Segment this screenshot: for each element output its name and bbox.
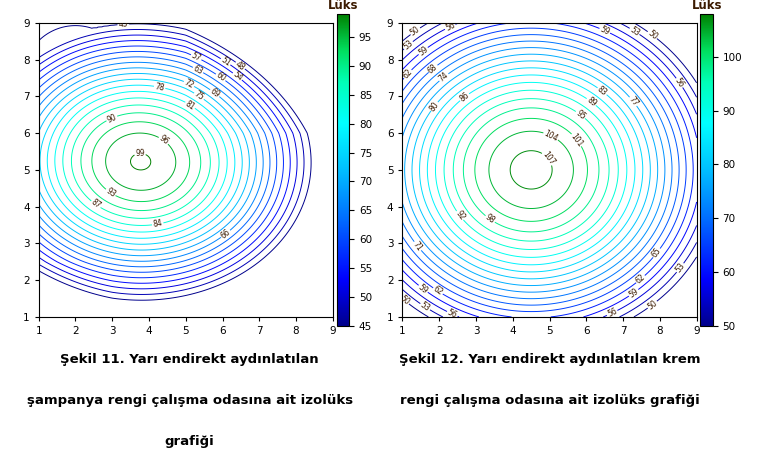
Text: 53: 53 [673,261,687,275]
Text: 95: 95 [574,108,587,121]
Text: 51: 51 [219,55,232,68]
Text: 54: 54 [231,70,244,83]
Text: 71: 71 [411,240,424,253]
Text: grafiği: grafiği [165,435,214,448]
Text: Şekil 11. Yarı endirekt aydınlatılan: Şekil 11. Yarı endirekt aydınlatılan [60,353,319,366]
Text: 77: 77 [627,95,640,108]
Text: 65: 65 [650,246,663,260]
Text: 89: 89 [585,96,598,108]
Text: 78: 78 [154,82,166,92]
Text: 53: 53 [402,39,415,52]
Text: 63: 63 [192,64,204,76]
Text: 69: 69 [208,87,221,100]
Text: 66: 66 [219,227,232,241]
Text: 107: 107 [540,150,556,167]
Text: 101: 101 [569,131,585,148]
Text: 62: 62 [634,273,647,286]
Text: 86: 86 [458,91,471,104]
Text: 60: 60 [214,71,228,84]
Text: 50: 50 [398,294,411,307]
Text: 68: 68 [426,62,440,75]
Text: Şekil 12. Yarı endirekt aydınlatılan krem: Şekil 12. Yarı endirekt aydınlatılan kre… [399,353,700,366]
Text: 59: 59 [598,24,611,37]
Text: 50: 50 [646,29,659,42]
Text: rengi çalışma odasına ait izolüks grafiği: rengi çalışma odasına ait izolüks grafiğ… [399,394,700,407]
Text: 56: 56 [673,76,686,89]
Text: 104: 104 [543,129,560,143]
Text: 50: 50 [646,298,659,311]
Text: 59: 59 [416,282,430,295]
Text: şampanya rengi çalışma odasına ait izolüks: şampanya rengi çalışma odasına ait izolü… [26,394,353,407]
Text: 62: 62 [401,67,414,81]
Text: 53: 53 [419,300,432,313]
Text: 87: 87 [89,198,102,211]
Text: 59: 59 [416,44,430,58]
Text: 53: 53 [628,25,641,38]
Text: 45: 45 [118,19,128,29]
Text: 56: 56 [444,20,457,33]
Text: 56: 56 [446,308,459,320]
Text: 98: 98 [484,212,497,226]
Text: 80: 80 [428,100,440,113]
Text: 62: 62 [431,284,444,298]
Text: 50: 50 [409,25,422,38]
Text: 99: 99 [135,149,145,158]
Text: 90: 90 [105,112,118,125]
Title: Lüks: Lüks [327,0,358,12]
Text: 72: 72 [183,77,195,90]
Title: Lüks: Lüks [691,0,722,12]
Text: 75: 75 [193,90,206,102]
Text: 48: 48 [234,59,247,72]
Text: 92: 92 [454,209,466,222]
Text: 59: 59 [627,286,640,299]
Text: 84: 84 [152,219,163,229]
Text: 74: 74 [437,71,450,84]
Text: 96: 96 [157,134,170,147]
Text: 56: 56 [606,307,618,319]
Text: 81: 81 [183,99,197,111]
Text: 57: 57 [190,51,203,63]
Text: 93: 93 [104,186,117,199]
Text: 83: 83 [596,85,608,98]
